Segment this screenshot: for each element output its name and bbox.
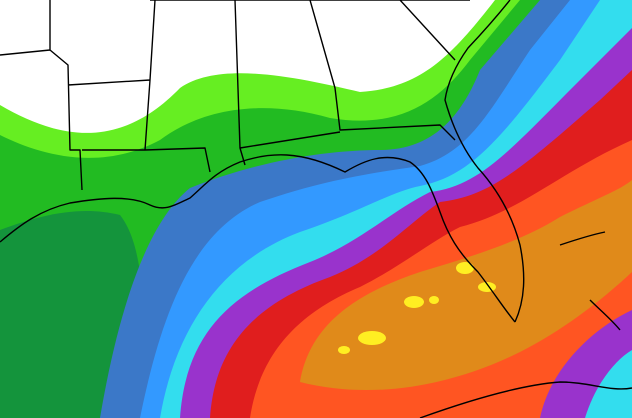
yellow-cell	[338, 346, 350, 354]
band-dark-green	[0, 210, 144, 418]
yellow-cell	[358, 331, 386, 345]
yellow-cell	[404, 296, 424, 308]
cuba-coast	[419, 381, 632, 418]
yellow-cell	[429, 296, 439, 304]
cool-patch-southeast-inner	[585, 350, 632, 418]
bahamas-coast	[559, 231, 621, 331]
gulf-coastline	[0, 154, 516, 323]
yellow-cell	[456, 262, 474, 274]
state-borders	[0, 0, 470, 191]
florida-east-coast	[444, 0, 525, 323]
